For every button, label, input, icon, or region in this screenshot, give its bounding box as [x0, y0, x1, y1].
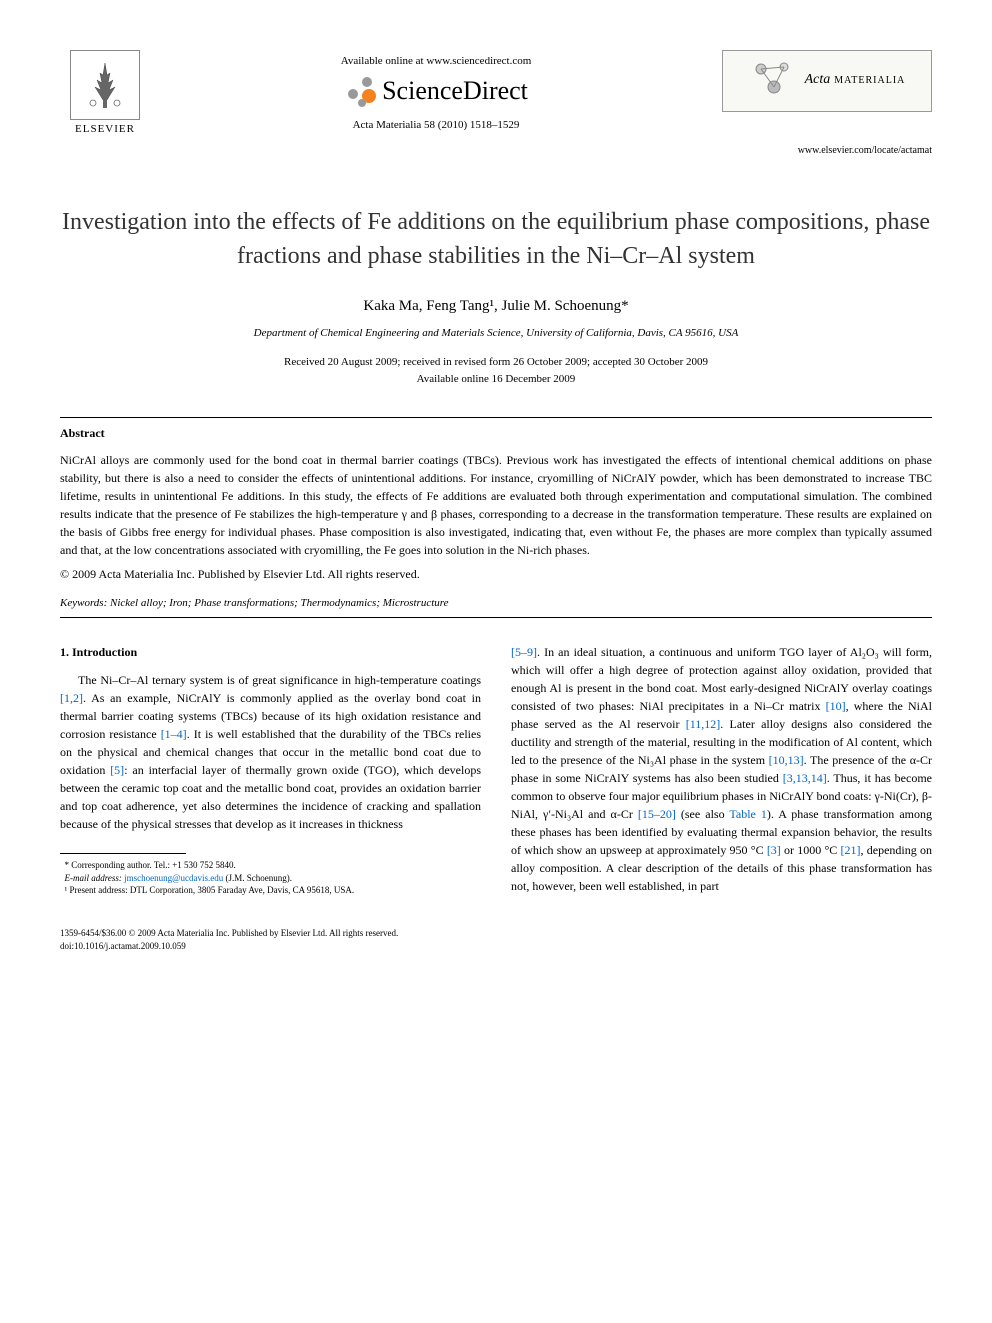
ref-link[interactable]: [5]: [110, 763, 124, 777]
column-left: 1. Introduction The Ni–Cr–Al ternary sys…: [60, 643, 481, 897]
ref-link[interactable]: [15–20]: [638, 807, 676, 821]
article-title: Investigation into the effects of Fe add…: [60, 206, 932, 273]
footnote-email: E-mail address: jmschoenung@ucdavis.edu …: [60, 872, 481, 885]
dates-received: Received 20 August 2009; received in rev…: [60, 354, 932, 371]
footer-copyright: 1359-6454/$36.00 © 2009 Acta Materialia …: [60, 927, 932, 940]
acta-logo-box: Acta MATERIALIA: [722, 50, 932, 112]
acta-graphic-icon: [749, 59, 799, 99]
ref-link[interactable]: [5–9]: [511, 645, 537, 659]
ref-link[interactable]: [3]: [767, 843, 781, 857]
ref-link[interactable]: [10]: [826, 699, 846, 713]
elsevier-logo: ELSEVIER: [60, 50, 150, 135]
intro-paragraph-cont: [5–9]. In an ideal situation, a continuo…: [511, 643, 932, 895]
elsevier-label: ELSEVIER: [75, 123, 135, 135]
article-dates: Received 20 August 2009; received in rev…: [60, 354, 932, 387]
abstract-text: NiCrAl alloys are commonly used for the …: [60, 451, 932, 559]
footnote-corresponding: * Corresponding author. Tel.: +1 530 752…: [60, 859, 481, 872]
journal-reference: Acta Materialia 58 (2010) 1518–1529: [150, 119, 722, 131]
footnote-present-address: ¹ Present address: DTL Corporation, 3805…: [60, 884, 481, 897]
column-right: [5–9]. In an ideal situation, a continuo…: [511, 643, 932, 897]
table-link[interactable]: Table 1: [729, 807, 767, 821]
journal-url[interactable]: www.elsevier.com/locate/actamat: [60, 145, 932, 156]
ref-link[interactable]: [3,13,14]: [783, 771, 827, 785]
footer-doi: doi:10.1016/j.actamat.2009.10.059: [60, 940, 932, 953]
authors: Kaka Ma, Feng Tang¹, Julie M. Schoenung*: [60, 298, 932, 315]
center-header: Available online at www.sciencedirect.co…: [150, 50, 722, 131]
ref-link[interactable]: [1,2]: [60, 691, 83, 705]
body-columns: 1. Introduction The Ni–Cr–Al ternary sys…: [60, 643, 932, 897]
affiliation: Department of Chemical Engineering and M…: [60, 327, 932, 339]
footnote-divider: [60, 853, 186, 854]
ref-link[interactable]: [1–4]: [161, 727, 187, 741]
ref-link[interactable]: [21]: [841, 843, 861, 857]
ref-link[interactable]: [10,13]: [769, 753, 804, 767]
sciencedirect-text: ScienceDirect: [382, 76, 528, 106]
footer: 1359-6454/$36.00 © 2009 Acta Materialia …: [60, 927, 932, 952]
abstract-heading: Abstract: [60, 426, 932, 441]
dates-available: Available online 16 December 2009: [60, 371, 932, 388]
keywords: Keywords: Nickel alloy; Iron; Phase tran…: [60, 597, 932, 609]
section-heading-intro: 1. Introduction: [60, 643, 481, 661]
divider-bottom: [60, 617, 932, 618]
acta-subtitle: MATERIALIA: [834, 75, 905, 86]
sciencedirect-logo: ScienceDirect: [150, 75, 722, 107]
available-online-text: Available online at www.sciencedirect.co…: [150, 55, 722, 67]
acta-text: Acta: [805, 72, 831, 87]
header-row: ELSEVIER Available online at www.science…: [60, 50, 932, 135]
abstract-copyright: © 2009 Acta Materialia Inc. Published by…: [60, 567, 932, 582]
intro-paragraph: The Ni–Cr–Al ternary system is of great …: [60, 671, 481, 833]
keywords-label: Keywords:: [60, 597, 107, 609]
email-link[interactable]: jmschoenung@ucdavis.edu: [122, 873, 223, 883]
ref-link[interactable]: [11,12]: [686, 717, 721, 731]
divider-top: [60, 417, 932, 418]
keywords-text: Nickel alloy; Iron; Phase transformation…: [107, 597, 448, 609]
elsevier-tree-icon: [70, 50, 140, 120]
sciencedirect-icon: [344, 75, 376, 107]
